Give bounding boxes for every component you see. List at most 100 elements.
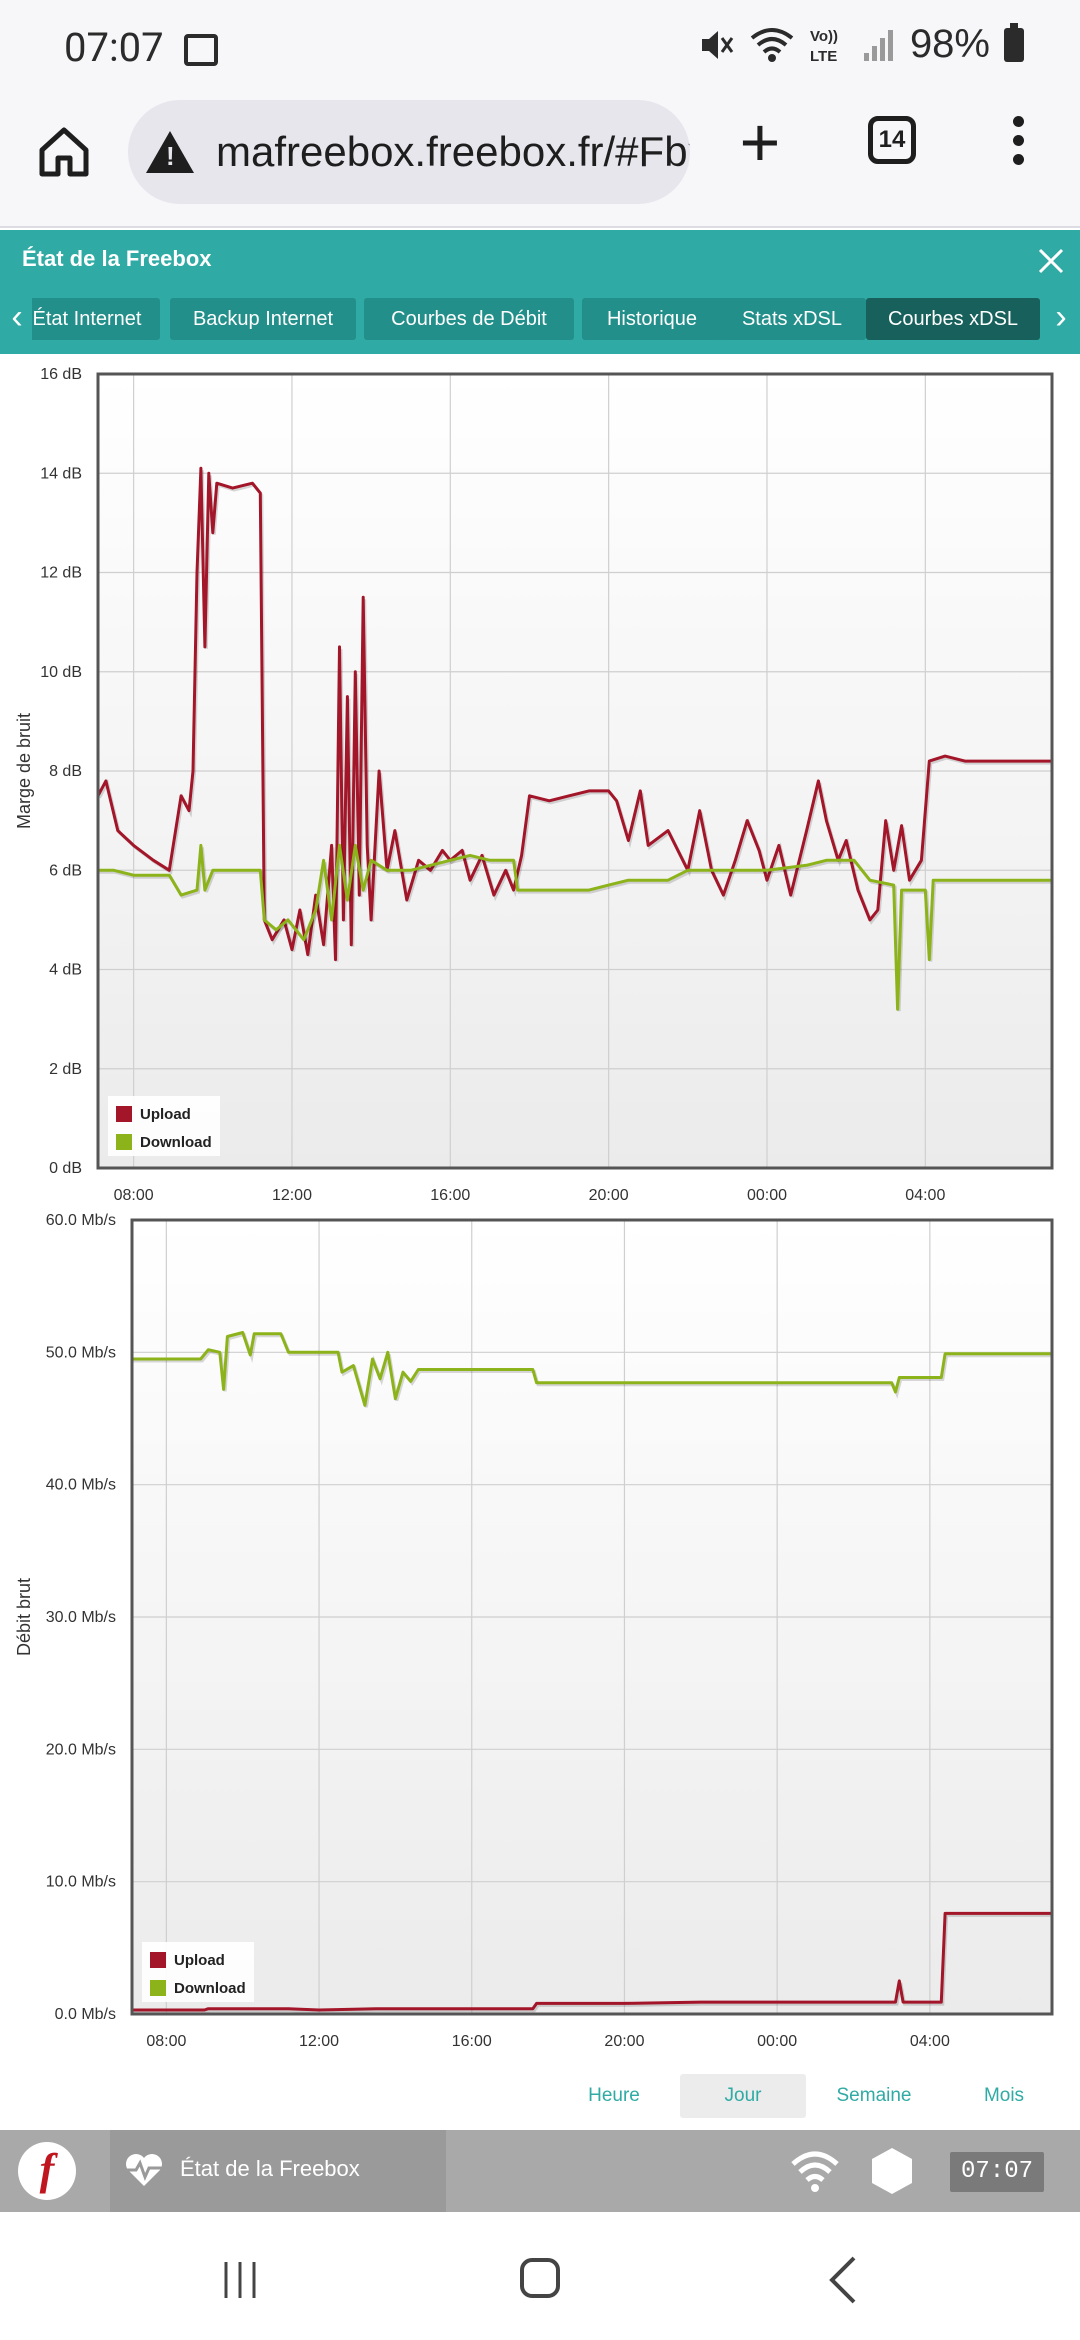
series-line-download [98,843,1052,1011]
back-icon[interactable] [828,2256,858,2304]
heartbeat-icon [126,2154,162,2186]
tab-strip: État Internet Backup Internet Courbes de… [32,298,1044,340]
browser-toolbar: ! mafreebox.freebox.fr/#Fbx.os.app + 14 [0,96,1080,228]
new-tab-button[interactable]: + [739,103,781,181]
status-icons: Vo)) LTE 98% [698,22,1024,67]
close-icon[interactable] [1036,246,1066,276]
y-tick-label: 30.0 Mb/s [46,1609,116,1626]
chart-2: 0.0 Mb/s 10.0 Mb/s 20.0 Mb/s 30.0 Mb/s 40.0 … [14,1212,1054,2050]
series-line-download [132,1331,1052,1407]
status-time: 07:07 [64,24,164,71]
url-text[interactable]: mafreebox.freebox.fr/#Fbx.os.app [216,128,690,175]
legend-swatch-upload [116,1106,132,1122]
taskbar-clock: 07:07 [950,2152,1044,2192]
tab-backup-internet[interactable]: Backup Internet [170,298,356,340]
android-status-bar: 07:07 Vo)) LTE 98% [0,0,1080,96]
y-tick-label: 8 dB [49,763,82,780]
battery-percent: 98% [909,22,990,66]
home-nav-icon[interactable] [520,2258,560,2298]
url-bar[interactable]: ! mafreebox.freebox.fr/#Fbx.os.app [128,100,690,204]
x-tick-label: 20:00 [589,1187,629,1204]
tab-courbes-debit[interactable]: Courbes de Débit [364,298,574,340]
series-shadow-download [99,847,1054,1012]
hexagon-icon[interactable] [870,2146,914,2196]
series-shadow-download [133,1332,1054,1408]
x-tick-label: 16:00 [452,2033,492,2050]
taskbar-app-item[interactable]: État de la Freebox [110,2130,446,2212]
legend-swatch-download [116,1134,132,1150]
taskbar-app-label: État de la Freebox [180,2156,360,2181]
y-tick-label: 10.0 Mb/s [46,1874,116,1891]
series-line-upload [96,466,1052,962]
chart-area: 0 dB 2 dB 4 dB 6 dB 8 dB 10 dB 12 dB 14 dB 16 dB… [0,354,1080,2074]
x-tick-label: 12:00 [272,1187,312,1204]
tab-count-button[interactable]: 14 [868,116,916,164]
svg-text:LTE: LTE [810,48,837,65]
y-tick-label: 50.0 Mb/s [46,1344,116,1361]
y-tick-label: 10 dB [40,664,82,681]
y-tick-label: 60.0 Mb/s [46,1212,116,1229]
tab-scroll-right-icon[interactable]: › [1055,298,1067,336]
x-tick-label: 12:00 [299,2033,339,2050]
x-tick-label: 04:00 [905,1187,945,1204]
freebox-taskbar: f État de la Freebox 07:07 [0,2130,1080,2212]
android-nav-bar [0,2212,1080,2340]
svg-text:Vo)): Vo)) [810,28,838,45]
wifi-icon [750,27,794,62]
y-axis-label: Marge de bruit [14,713,34,829]
period-heure-button[interactable]: Heure [588,2085,640,2106]
legend-label-download: Download [174,1980,246,1997]
series-line-upload [132,1911,1052,2012]
period-semaine-button[interactable]: Semaine [836,2085,912,2106]
warning-icon[interactable]: ! [146,131,194,173]
window-header: État de la Freebox ‹ État Internet Backu… [0,230,1080,354]
plot-frame [96,372,1054,1170]
browser-menu-icon[interactable] [1008,116,1028,176]
x-tick-label: 00:00 [747,1187,787,1204]
window-title: État de la Freebox [22,246,212,271]
freebox-logo[interactable]: f [18,2142,76,2200]
period-selector: Heure Jour Semaine Mois [0,2068,1080,2124]
wifi-icon[interactable] [790,2148,840,2194]
legend-swatch-upload [150,1952,166,1968]
tab-courbes-xdsl[interactable]: Courbes xDSL [866,298,1040,340]
tab-historique[interactable]: Historique [582,298,722,340]
plot-frame [130,1218,1054,2016]
home-icon[interactable] [36,124,92,180]
volte-icon: Vo)) LTE [810,28,838,65]
signal-icon [863,29,893,61]
gallery-icon [184,34,218,66]
y-tick-label: 12 dB [40,565,82,582]
mute-icon [701,30,734,59]
legend-label-download: Download [140,1134,212,1151]
x-tick-label: 00:00 [757,2033,797,2050]
x-tick-label: 20:00 [604,2033,644,2050]
y-tick-label: 0.0 Mb/s [55,2006,116,2023]
chart-1: 0 dB 2 dB 4 dB 6 dB 8 dB 10 dB 12 dB 14 dB 16 dB… [14,366,1054,1204]
battery-icon [1004,22,1024,62]
tab-etat-internet[interactable]: État Internet [32,298,160,340]
x-tick-label: 08:00 [146,2033,186,2050]
period-mois-button[interactable]: Mois [983,2085,1025,2106]
x-tick-label: 16:00 [430,1187,470,1204]
x-tick-label: 04:00 [910,2033,950,2050]
series-shadow-upload [133,1913,1054,2014]
y-tick-label: 16 dB [40,366,82,383]
legend-label-upload: Upload [174,1952,225,1969]
y-tick-label: 2 dB [49,1061,82,1078]
y-axis-label: Débit brut [14,1578,34,1656]
y-tick-label: 40.0 Mb/s [46,1477,116,1494]
y-tick-label: 20.0 Mb/s [46,1741,116,1758]
x-tick-label: 08:00 [114,1187,154,1204]
y-tick-label: 0 dB [49,1160,82,1177]
legend-swatch-download [150,1980,166,1996]
y-tick-label: 14 dB [40,465,82,482]
xdsl-charts: 0 dB 2 dB 4 dB 6 dB 8 dB 10 dB 12 dB 14 dB 16 dB… [14,366,1054,2050]
period-jour-button[interactable]: Jour [680,2074,806,2118]
tab-scroll-left-icon[interactable]: ‹ [11,298,23,336]
y-tick-label: 4 dB [49,962,82,979]
recent-apps-icon[interactable] [220,2260,260,2300]
y-tick-label: 6 dB [49,862,82,879]
tab-stats-xdsl[interactable]: Stats xDSL [718,298,866,340]
legend-label-upload: Upload [140,1106,191,1123]
